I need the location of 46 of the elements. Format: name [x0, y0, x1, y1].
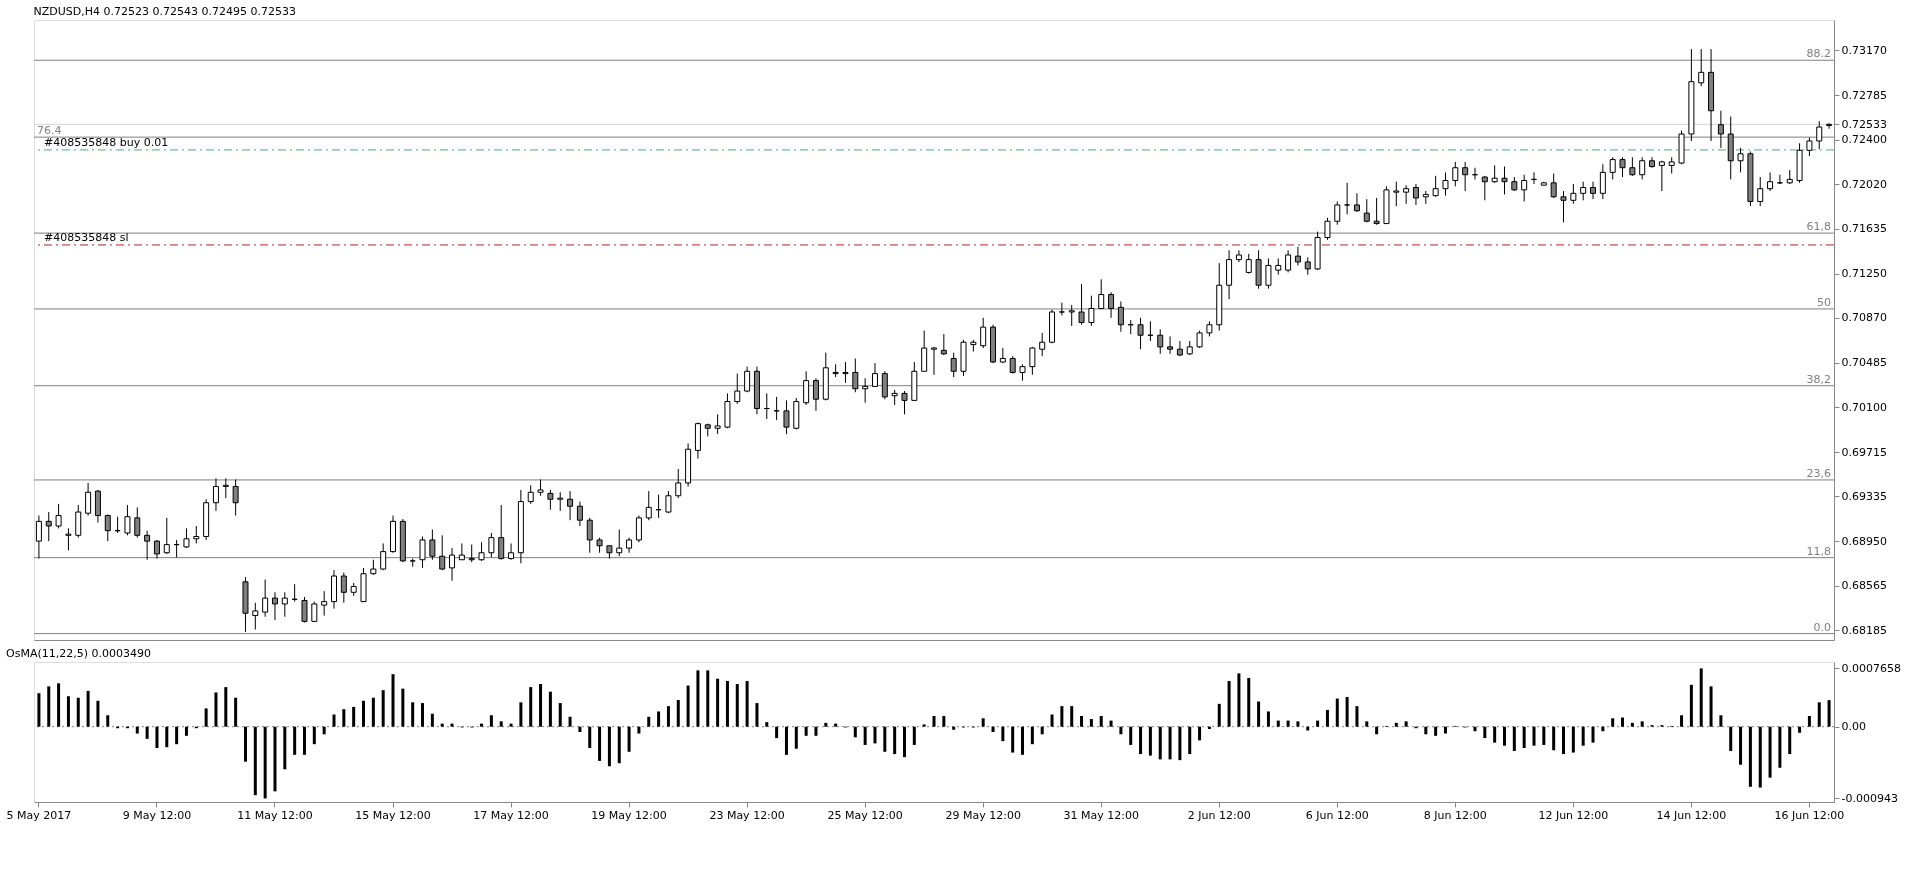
- annotation: 76.4: [37, 124, 62, 138]
- annotation: 88.2: [1806, 47, 1831, 61]
- y-tick-label: 0.72785: [1841, 88, 1887, 102]
- category-label: 6 Jun 12:00: [1305, 808, 1369, 822]
- y-tick-label: 0.69715: [1841, 445, 1887, 459]
- category-label: 2 Jun 12:00: [1187, 808, 1251, 822]
- y-tick-label: 0.68185: [1841, 623, 1887, 637]
- category-label: 16 Jun 12:00: [1774, 808, 1845, 822]
- ref-line-label: #408535848 buy 0.01: [44, 135, 169, 149]
- ref-line-label: #408535848 sl: [44, 230, 129, 244]
- y-tick-label: 0.68950: [1841, 534, 1887, 548]
- y-tick-label: -0.000943: [1841, 791, 1898, 805]
- annotation: 23,6: [1806, 466, 1831, 480]
- annotation: 11,8: [1806, 544, 1831, 558]
- y-tick-label: 0.71250: [1841, 267, 1887, 281]
- annotation: 61,8: [1806, 220, 1831, 234]
- annotation: 38,2: [1806, 372, 1831, 386]
- y-tick-label: 0.00: [1841, 720, 1866, 734]
- category-label: 12 Jun 12:00: [1538, 808, 1609, 822]
- annotation: 50: [1817, 295, 1831, 309]
- category-label: 5 May 2017: [6, 808, 72, 822]
- y-tick-label: 0.73170: [1841, 43, 1887, 57]
- y-tick-label: 0.0007658: [1841, 661, 1901, 675]
- y-tick-label: 0.72400: [1841, 133, 1887, 147]
- y-tick-label: 0.72020: [1841, 177, 1887, 191]
- annotation: 0.0: [1813, 620, 1831, 634]
- category-label: 23 May 12:00: [709, 808, 785, 822]
- chart-title: NZDUSD,H4 0.72523 0.72543 0.72495 0.72533: [33, 5, 296, 18]
- y-tick-label: 0.68565: [1841, 579, 1887, 593]
- category-label: 15 May 12:00: [355, 808, 431, 822]
- category-label: 29 May 12:00: [945, 808, 1021, 822]
- y-tick-label: 0.70100: [1841, 400, 1887, 414]
- category-label: 8 Jun 12:00: [1423, 808, 1487, 822]
- category-label: 14 Jun 12:00: [1656, 808, 1727, 822]
- chart-title: OsMA(11,22,5) 0.0003490: [6, 647, 152, 660]
- category-label: 11 May 12:00: [237, 808, 313, 822]
- y-tick-label: 0.71635: [1841, 222, 1887, 236]
- category-label: 17 May 12:00: [473, 808, 549, 822]
- y-tick-label: 0.69335: [1841, 489, 1887, 503]
- category-label: 31 May 12:00: [1063, 808, 1139, 822]
- y-tick-label: 0.70485: [1841, 356, 1887, 370]
- category-label: 25 May 12:00: [827, 808, 903, 822]
- category-label: 19 May 12:00: [591, 808, 667, 822]
- y-tick-label: 0.70870: [1841, 311, 1887, 325]
- y-tick-label: 0.72533: [1841, 117, 1887, 131]
- category-label: 9 May 12:00: [122, 808, 192, 822]
